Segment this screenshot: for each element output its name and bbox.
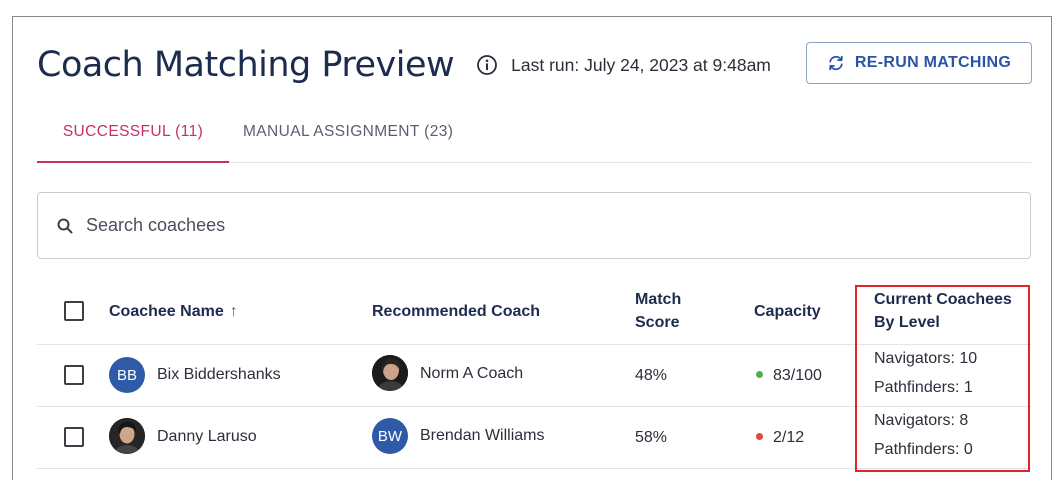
page-frame: Coach Matching Preview Last run: July 24… xyxy=(12,16,1052,480)
capacity: 83/100 xyxy=(756,367,822,385)
level-pathfinders: Pathfinders: 1 xyxy=(874,379,973,396)
capacity: 2/12 xyxy=(756,429,804,447)
column-header-coachee-name[interactable]: Coachee Name ↑ xyxy=(109,300,238,323)
match-score-label-line1: Match xyxy=(635,291,682,308)
capacity-value: 2/12 xyxy=(773,429,805,446)
rerun-matching-button[interactable]: RE-RUN MATCHING xyxy=(806,42,1032,84)
search-box[interactable] xyxy=(37,192,1031,259)
match-score: 58% xyxy=(635,429,668,446)
row-checkbox[interactable] xyxy=(64,365,84,385)
row-divider xyxy=(37,468,1031,469)
coachee-name[interactable]: Danny Laruso xyxy=(157,428,257,445)
tab-successful[interactable]: SUCCESSFUL (11) xyxy=(37,113,229,163)
current-coachees-label-line1: Current Coachees xyxy=(874,291,1012,308)
row-divider xyxy=(37,406,1031,407)
recommended-coach-name[interactable]: Brendan Williams xyxy=(420,427,545,444)
recommended-coach-name[interactable]: Norm A Coach xyxy=(420,365,524,382)
page-header: Coach Matching Preview Last run: July 24… xyxy=(37,43,771,87)
refresh-icon xyxy=(829,55,843,71)
rerun-button-label: RE-RUN MATCHING xyxy=(854,54,1012,71)
avatar xyxy=(372,355,408,391)
level-navigators: Navigators: 8 xyxy=(874,412,969,429)
capacity-status-dot xyxy=(756,433,763,441)
match-score-label-line2: Score xyxy=(635,314,680,331)
column-header-current-coachees[interactable]: Current Coachees By Level xyxy=(874,288,1012,334)
match-score: 48% xyxy=(635,367,668,384)
column-header-capacity[interactable]: Capacity xyxy=(754,303,821,320)
page-title: Coach Matching Preview xyxy=(37,45,455,85)
header-divider xyxy=(37,344,1031,345)
avatar: BW xyxy=(372,418,408,454)
select-all-checkbox[interactable] xyxy=(64,301,84,321)
arrow-up-icon[interactable]: ↑ xyxy=(229,303,238,320)
capacity-status-dot xyxy=(756,371,763,379)
search-input[interactable] xyxy=(86,215,966,236)
current-coachees-label-line2: By Level xyxy=(874,314,940,331)
column-header-recommended-coach[interactable]: Recommended Coach xyxy=(372,303,541,320)
coachee-name[interactable]: Bix Biddershanks xyxy=(157,366,281,383)
avatar xyxy=(109,418,145,454)
search-icon xyxy=(57,218,73,233)
tab-manual-assignment[interactable]: MANUAL ASSIGNMENT (23) xyxy=(243,123,454,140)
last-run-text: Last run: July 24, 2023 at 9:48am xyxy=(511,54,771,75)
tab-bar: SUCCESSFUL (11) MANUAL ASSIGNMENT (23) xyxy=(37,113,1031,163)
avatar: BB xyxy=(109,357,145,393)
level-pathfinders: Pathfinders: 0 xyxy=(874,441,973,458)
info-icon[interactable] xyxy=(476,54,498,76)
row-checkbox[interactable] xyxy=(64,427,84,447)
level-navigators: Navigators: 10 xyxy=(874,350,978,367)
column-coachee-name-label: Coachee Name xyxy=(109,303,224,320)
capacity-value: 83/100 xyxy=(773,367,822,384)
column-header-match-score[interactable]: Match Score xyxy=(635,288,681,334)
